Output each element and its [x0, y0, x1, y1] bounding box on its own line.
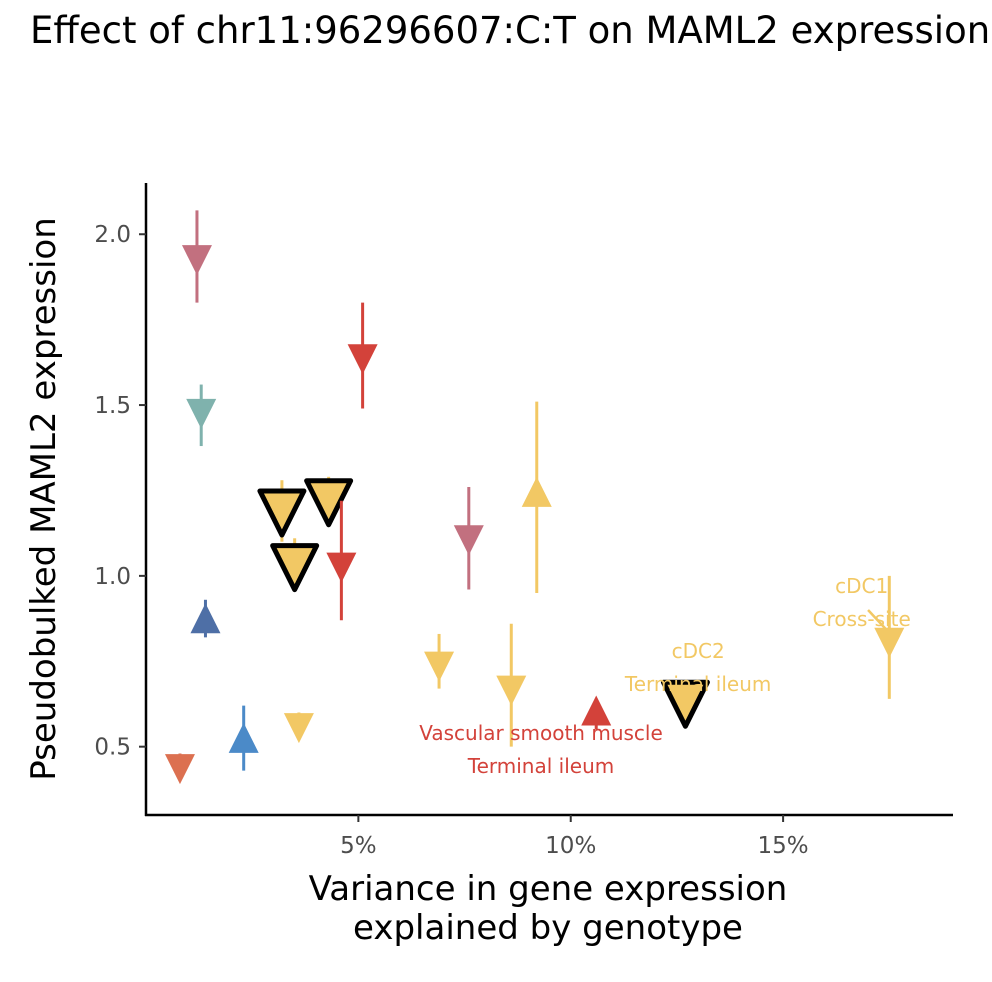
data-point — [270, 538, 320, 593]
data-point — [164, 753, 195, 785]
y-tick-label: 1.5 — [94, 393, 131, 419]
x-tick-label: 15% — [758, 833, 809, 859]
triangle-marker — [424, 651, 455, 682]
x-tick-label: 5% — [340, 833, 377, 859]
triangle-marker — [660, 679, 710, 729]
triangle-marker — [581, 695, 612, 726]
triangle-marker — [304, 478, 354, 528]
triangle-marker — [164, 754, 195, 785]
triangle-marker — [257, 488, 307, 538]
data-point — [304, 476, 354, 528]
triangle-marker — [186, 398, 217, 429]
data-point — [190, 599, 221, 638]
data-point — [581, 695, 612, 730]
data-point — [660, 679, 710, 729]
data-point — [228, 705, 259, 771]
annotation-pointer — [867, 609, 889, 632]
y-tick-label: 0.5 — [94, 735, 131, 761]
triangle-marker — [453, 525, 484, 556]
annotation-label: cDC2 Terminal ileum — [624, 639, 771, 696]
data-point — [257, 480, 307, 542]
data-point — [424, 633, 455, 689]
triangle-marker — [181, 245, 212, 276]
data-point — [521, 401, 552, 593]
plot-area — [164, 210, 905, 785]
triangle-marker — [228, 722, 259, 753]
annotation-label: Vascular smooth muscle Terminal ileum — [419, 721, 663, 778]
annotation-text: Cross-site — [813, 607, 911, 631]
triangle-marker — [874, 627, 905, 658]
triangle-marker — [347, 344, 378, 375]
triangle-marker — [521, 476, 552, 507]
data-point — [181, 210, 212, 303]
y-axis-title: Pseudobulked MAML2 expression — [24, 217, 64, 781]
triangle-marker — [283, 713, 314, 744]
data-point — [453, 487, 484, 590]
data-point — [496, 623, 527, 747]
annotation-text: Terminal ileum — [467, 754, 614, 778]
x-axis-title-line-2: explained by genotype — [353, 908, 743, 948]
x-axis-ticks: 5% 10% 15% — [340, 815, 809, 859]
y-axis-ticks: 0.5 1.0 1.5 2.0 — [94, 222, 146, 761]
data-point — [347, 302, 378, 409]
data-point — [186, 384, 217, 447]
annotation-text: cDC1 — [835, 574, 888, 598]
triangle-marker — [190, 603, 221, 634]
annotation-label: cDC1 Cross-site — [813, 574, 911, 631]
chart-title: Effect of chr11:96296607:C:T on MAML2 ex… — [30, 9, 990, 52]
triangle-marker — [270, 543, 320, 593]
data-point — [326, 500, 357, 621]
annotation-text: Terminal ileum — [624, 672, 771, 696]
data-point — [283, 712, 314, 744]
triangle-marker — [496, 675, 527, 706]
annotation-text: cDC2 — [672, 639, 725, 663]
y-tick-label: 2.0 — [94, 222, 131, 248]
data-point — [874, 575, 905, 699]
triangle-marker — [326, 552, 357, 583]
annotation-text: Vascular smooth muscle — [419, 721, 663, 745]
x-axis-title-line-1: Variance in gene expression — [309, 869, 788, 909]
y-tick-label: 1.0 — [94, 564, 131, 590]
x-tick-label: 10% — [545, 833, 596, 859]
